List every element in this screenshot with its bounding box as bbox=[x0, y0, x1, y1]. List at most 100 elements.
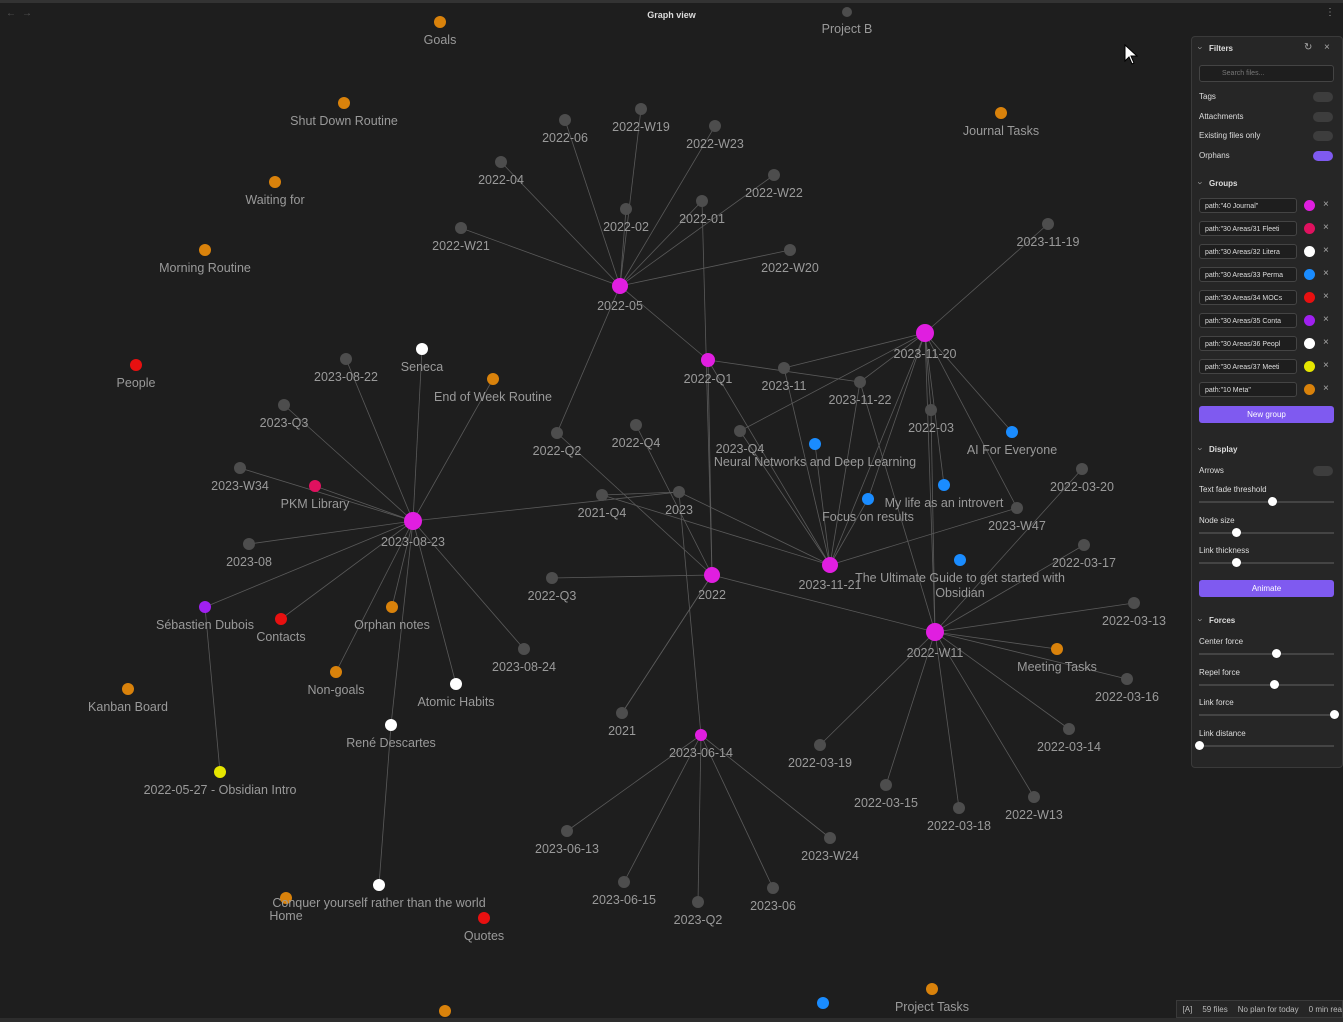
collapse-icon[interactable]: › bbox=[1195, 618, 1206, 622]
collapse-icon[interactable]: › bbox=[1195, 447, 1206, 451]
node[interactable] bbox=[1076, 463, 1088, 475]
slider-knob[interactable] bbox=[1232, 558, 1241, 567]
node[interactable] bbox=[704, 567, 720, 583]
node[interactable] bbox=[926, 623, 944, 641]
node[interactable] bbox=[275, 613, 287, 625]
group-color[interactable] bbox=[1304, 292, 1315, 303]
remove-group[interactable]: × bbox=[1323, 199, 1329, 210]
node[interactable] bbox=[1128, 597, 1140, 609]
node[interactable] bbox=[386, 601, 398, 613]
node[interactable] bbox=[199, 244, 211, 256]
node[interactable] bbox=[620, 203, 632, 215]
node[interactable] bbox=[1063, 723, 1075, 735]
node[interactable] bbox=[199, 601, 211, 613]
slider-knob[interactable] bbox=[1330, 710, 1339, 719]
node[interactable] bbox=[478, 912, 490, 924]
node[interactable] bbox=[880, 779, 892, 791]
collapse-icon[interactable]: › bbox=[1195, 46, 1206, 50]
node[interactable] bbox=[373, 879, 385, 891]
node[interactable] bbox=[809, 438, 821, 450]
node[interactable] bbox=[1028, 791, 1040, 803]
group-color[interactable] bbox=[1304, 269, 1315, 280]
node[interactable] bbox=[385, 719, 397, 731]
group-query[interactable]: path:"30 Areas/36 Peopl bbox=[1199, 336, 1297, 351]
node[interactable] bbox=[616, 707, 628, 719]
node[interactable] bbox=[518, 643, 530, 655]
group-color[interactable] bbox=[1304, 384, 1315, 395]
group-color[interactable] bbox=[1304, 223, 1315, 234]
animate-button[interactable]: Animate bbox=[1199, 580, 1334, 597]
slider-knob[interactable] bbox=[1195, 740, 1204, 750]
node[interactable] bbox=[1078, 539, 1090, 551]
slider-knob[interactable] bbox=[1268, 497, 1277, 506]
group-color[interactable] bbox=[1304, 200, 1315, 211]
node[interactable] bbox=[612, 278, 628, 294]
node[interactable] bbox=[695, 729, 707, 741]
node[interactable] bbox=[309, 480, 321, 492]
node[interactable] bbox=[130, 359, 142, 371]
node[interactable] bbox=[734, 425, 746, 437]
node[interactable] bbox=[1042, 218, 1054, 230]
slider-knob[interactable] bbox=[1270, 679, 1279, 689]
node[interactable] bbox=[630, 419, 642, 431]
toggle[interactable] bbox=[1313, 111, 1333, 122]
remove-group[interactable]: × bbox=[1323, 291, 1329, 302]
node[interactable] bbox=[1121, 673, 1133, 685]
slider-knob[interactable] bbox=[1272, 649, 1281, 658]
node[interactable] bbox=[338, 97, 350, 109]
node[interactable] bbox=[416, 343, 428, 355]
node[interactable] bbox=[546, 572, 558, 584]
new-group-button[interactable]: New group bbox=[1199, 406, 1334, 423]
node[interactable] bbox=[243, 538, 255, 550]
node[interactable] bbox=[995, 107, 1007, 119]
remove-group[interactable]: × bbox=[1323, 360, 1329, 371]
group-query[interactable]: path:"30 Areas/33 Perma bbox=[1199, 267, 1297, 282]
node[interactable] bbox=[778, 362, 790, 374]
node[interactable] bbox=[862, 493, 874, 505]
node[interactable] bbox=[280, 892, 292, 904]
group-query[interactable]: path:"30 Areas/31 Fleeti bbox=[1199, 221, 1297, 236]
node[interactable] bbox=[450, 678, 462, 690]
node[interactable] bbox=[824, 832, 836, 844]
slider-knob[interactable] bbox=[1232, 527, 1241, 537]
toggle[interactable] bbox=[1313, 466, 1333, 476]
node[interactable] bbox=[561, 825, 573, 837]
node[interactable] bbox=[709, 120, 721, 132]
node[interactable] bbox=[938, 479, 950, 491]
group-query[interactable]: path:"40 Journal" bbox=[1199, 198, 1297, 213]
node[interactable] bbox=[234, 462, 246, 474]
group-query[interactable]: path:"30 Areas/34 MOCs bbox=[1199, 290, 1297, 305]
remove-group[interactable]: × bbox=[1323, 383, 1329, 394]
group-color[interactable] bbox=[1304, 246, 1315, 257]
forward-button[interactable]: → bbox=[22, 8, 32, 19]
node[interactable] bbox=[692, 896, 704, 908]
node[interactable] bbox=[455, 222, 467, 234]
remove-group[interactable]: × bbox=[1323, 337, 1329, 348]
node[interactable] bbox=[854, 376, 866, 388]
node[interactable] bbox=[954, 554, 966, 566]
back-button[interactable]: ← bbox=[6, 8, 16, 19]
remove-group[interactable]: × bbox=[1323, 245, 1329, 256]
group-query[interactable]: path:"30 Areas/32 Litera bbox=[1199, 244, 1297, 259]
group-color[interactable] bbox=[1304, 361, 1315, 372]
node[interactable] bbox=[596, 489, 608, 501]
more-menu[interactable]: ⋮ bbox=[1325, 7, 1335, 18]
node[interactable] bbox=[269, 176, 281, 188]
node[interactable] bbox=[635, 103, 647, 115]
node[interactable] bbox=[814, 739, 826, 751]
node[interactable] bbox=[916, 324, 934, 342]
collapse-icon[interactable]: › bbox=[1195, 181, 1206, 185]
node[interactable] bbox=[551, 427, 563, 439]
node[interactable] bbox=[214, 766, 226, 778]
node[interactable] bbox=[784, 244, 796, 256]
node[interactable] bbox=[673, 486, 685, 498]
node[interactable] bbox=[1051, 643, 1063, 655]
node[interactable] bbox=[559, 114, 571, 126]
node[interactable] bbox=[340, 353, 352, 365]
node[interactable] bbox=[953, 802, 965, 814]
reset-button[interactable]: ↻ bbox=[1304, 42, 1313, 53]
group-query[interactable]: path:"30 Areas/37 Meeti bbox=[1199, 359, 1297, 374]
node[interactable] bbox=[842, 7, 852, 17]
node[interactable] bbox=[701, 353, 715, 367]
node[interactable] bbox=[926, 983, 938, 995]
